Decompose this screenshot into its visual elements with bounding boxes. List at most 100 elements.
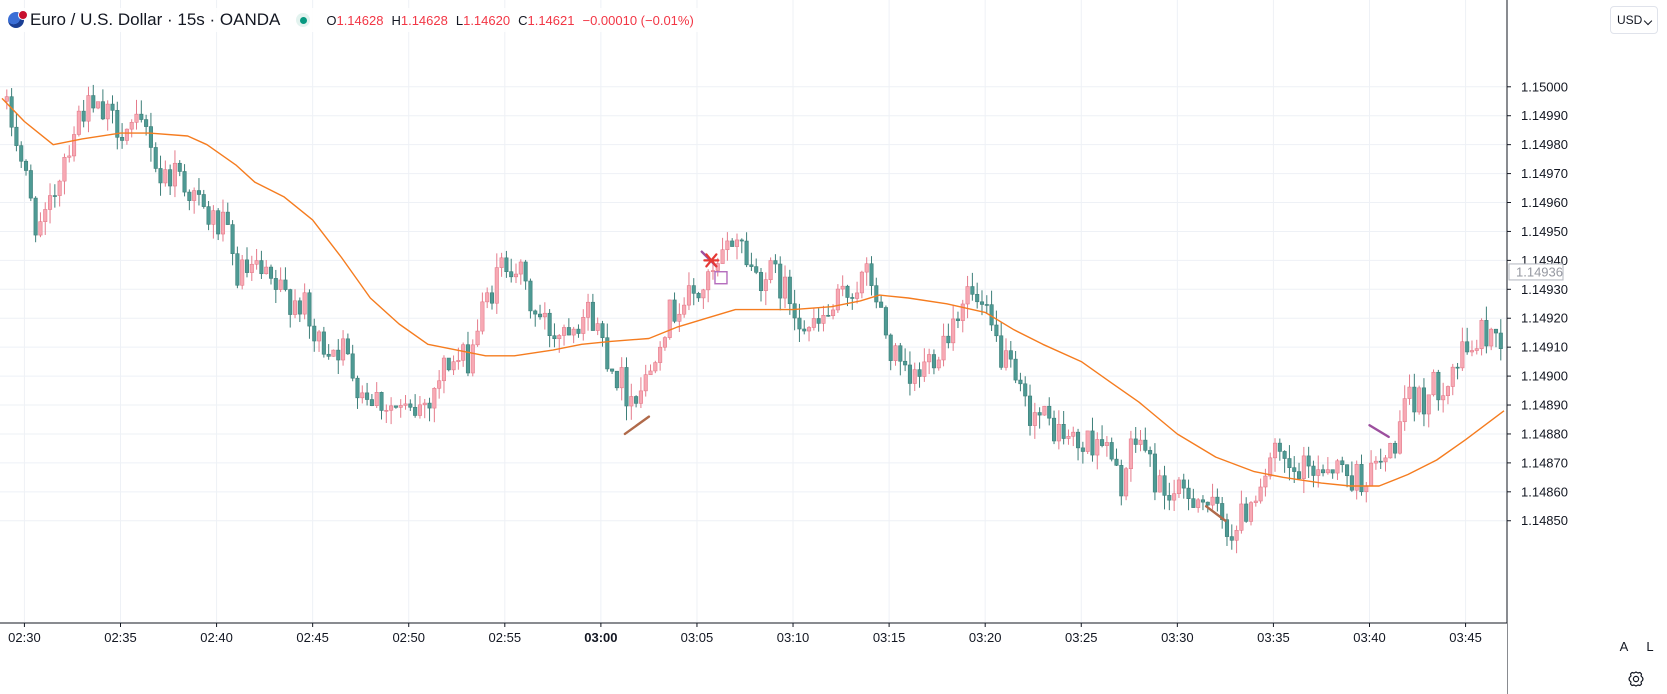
candle-body [691, 285, 696, 294]
candle-body [9, 96, 14, 128]
candle-body [62, 157, 67, 182]
candle-body [1330, 469, 1335, 474]
candle-body [153, 147, 158, 169]
candle-body [240, 259, 245, 286]
candle-body [941, 335, 946, 361]
candle-body [105, 103, 110, 120]
candle-body [1397, 421, 1402, 454]
candle-body [744, 240, 749, 266]
candle-body [297, 300, 302, 315]
trend-line-drawing [1368, 424, 1390, 439]
candle-body [720, 249, 725, 264]
candle-body [48, 195, 53, 210]
candle-body [365, 392, 370, 400]
candle-body [662, 337, 667, 348]
candle-body [1282, 451, 1287, 459]
candle-body [235, 253, 240, 286]
candle-body [1076, 431, 1081, 449]
time-tick-label: 03:20 [969, 630, 1002, 645]
candle-body [148, 126, 153, 148]
currency-select[interactable]: USD [1610, 6, 1658, 34]
market-open-icon[interactable] [296, 13, 311, 27]
candle-body [821, 314, 826, 324]
candle-body [552, 335, 557, 340]
candle-body [192, 190, 197, 201]
candle-body [321, 331, 326, 355]
candle-body [345, 338, 350, 355]
candle-body [1215, 496, 1220, 504]
candle-body [701, 289, 706, 299]
candle-body [1445, 386, 1450, 397]
candle-body [513, 273, 519, 278]
candle-body [782, 276, 788, 299]
candle-body [456, 360, 461, 363]
ohlc-high: H1.14628 [391, 12, 448, 28]
candle-body [509, 271, 514, 278]
candle-body [624, 367, 629, 407]
log-scale-button[interactable]: L [1646, 638, 1654, 654]
candle-body [336, 349, 341, 361]
candle-body [970, 286, 975, 295]
candle-body [293, 300, 298, 315]
candle-body [581, 317, 586, 334]
candle-body [1369, 462, 1374, 487]
candle-body [1032, 412, 1037, 426]
candle-body [1388, 442, 1393, 459]
candle-body [1258, 486, 1263, 502]
candle-body [730, 240, 735, 247]
candle-body [816, 318, 821, 324]
candle-body [1268, 457, 1273, 477]
candle-body [1325, 469, 1330, 474]
candle-body [734, 239, 740, 247]
candle-body [1498, 332, 1503, 349]
candle-body [384, 409, 389, 412]
candle-body [163, 169, 168, 184]
candle-body [542, 312, 547, 318]
candle-body [341, 338, 346, 361]
candle-body [523, 261, 528, 282]
candle-body [273, 278, 278, 290]
candle-body [1316, 469, 1321, 476]
candle-body [1162, 475, 1167, 496]
candle-body [1056, 424, 1061, 442]
candle-body [259, 260, 264, 275]
price-tick-label: 1.14850 [1521, 513, 1568, 528]
gear-icon[interactable] [1625, 668, 1647, 690]
candle-body [268, 266, 274, 279]
auto-scale-button[interactable]: A [1619, 638, 1629, 654]
candle-body [187, 191, 192, 201]
flag-icon[interactable] [8, 10, 28, 28]
candle-body [1229, 536, 1234, 541]
candle-body [422, 402, 427, 406]
candle-body [1023, 383, 1028, 397]
candle-body [432, 387, 437, 409]
candle-body [1205, 501, 1210, 506]
candle-body [994, 324, 999, 337]
candle-body [696, 293, 701, 299]
candle-body [811, 318, 816, 328]
candle-body [1450, 366, 1455, 387]
candle-body [1412, 386, 1417, 413]
candle-body [278, 279, 283, 290]
price-tick-label: 1.14950 [1521, 224, 1568, 239]
time-axis-background [0, 623, 1507, 694]
last-price-tag [1508, 263, 1564, 281]
ohlc-change: −0.00010 (−0.01%) [582, 12, 694, 28]
candle-body [984, 304, 989, 306]
candle-body [955, 318, 960, 321]
symbol-title[interactable]: Euro / U.S. Dollar · 15s · OANDA [30, 10, 281, 29]
candle-body [903, 360, 908, 366]
candle-body [129, 122, 134, 130]
candle-body [196, 190, 201, 195]
candle-body [826, 314, 831, 317]
candle-body [1244, 503, 1249, 522]
candle-body [1417, 387, 1422, 413]
candle-body [874, 285, 879, 303]
candle-body [1335, 460, 1340, 474]
candle-body [672, 299, 677, 322]
price-tick-label: 1.14980 [1521, 137, 1568, 152]
time-tick-label: 03:35 [1257, 630, 1290, 645]
price-axis-background [1507, 0, 1667, 694]
candle-body [869, 263, 874, 286]
